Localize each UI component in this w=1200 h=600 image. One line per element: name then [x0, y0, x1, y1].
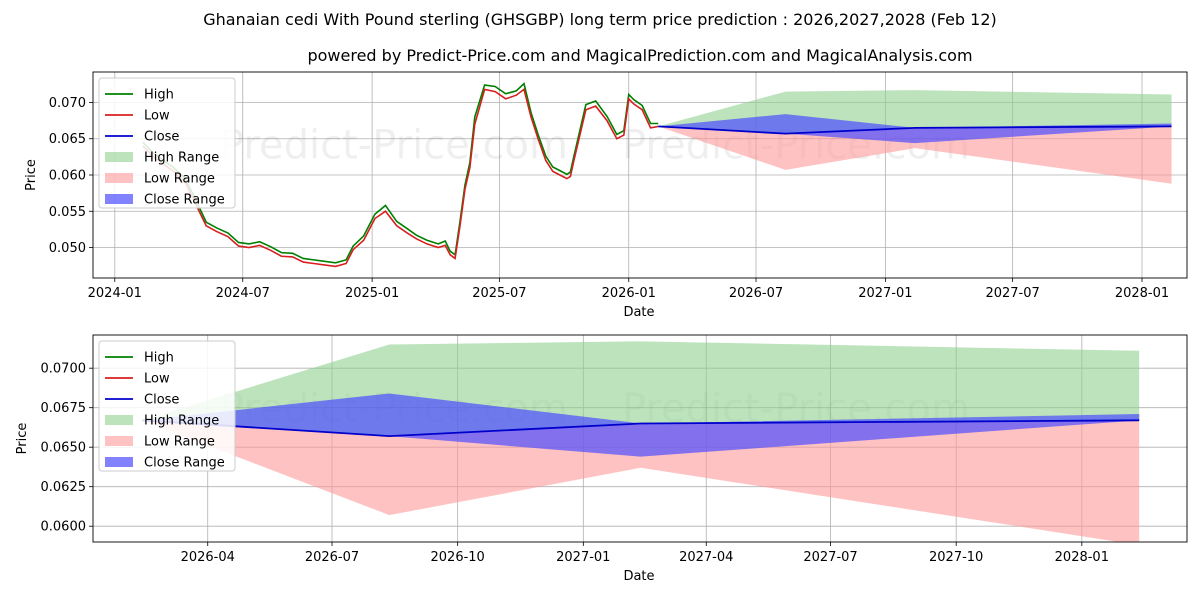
y-tick-label: 0.055 [49, 205, 86, 220]
plot-frame [92, 71, 1188, 279]
y-tick-label: 0.0600 [41, 520, 87, 535]
y-tick-label: 0.0675 [41, 401, 87, 416]
watermark-text: Predict-Price.com [220, 123, 568, 169]
legend: High Low Close High Range Low Range Close Ran… [98, 340, 236, 472]
x-axis-label: Date [623, 305, 654, 320]
plot-bottom: 2026-04 2026-07 2026-10 2027-01 2027-04 2027-… [15, 334, 1188, 584]
high-series-line [142, 82, 659, 264]
legend-swatch-patch [105, 415, 133, 425]
legend-label: Close Range [144, 193, 225, 208]
chart-subtitle: powered by Predict-Price.com and Magical… [307, 46, 972, 65]
legend-swatch-patch [105, 194, 133, 204]
x-tick-label: 2028-01 [1115, 286, 1169, 301]
low-range-band [658, 126, 1172, 184]
x-tick-label: 2027-07 [985, 286, 1039, 301]
x-tick-label: 2027-10 [929, 550, 983, 565]
x-tick-label: 2027-07 [803, 550, 857, 565]
x-tick-label: 2024-07 [216, 286, 270, 301]
plot-top: 2024-01 2024-07 2025-01 2025-07 2026-01 2026-… [24, 71, 1188, 320]
x-tick-label: 2027-01 [858, 286, 912, 301]
chart-title: Ghanaian cedi With Pound sterling (GHSGB… [203, 10, 997, 29]
y-tick-label: 0.065 [49, 132, 86, 147]
x-tick-label: 2026-10 [431, 550, 485, 565]
close-forecast-line [658, 125, 1172, 135]
x-tick-label: 2025-01 [345, 286, 399, 301]
low-series-line [142, 88, 659, 268]
legend-swatch-patch [105, 457, 133, 467]
x-axis-label: Date [623, 569, 654, 584]
low-range-band [142, 420, 1140, 542]
legend-label: High [144, 88, 174, 103]
y-tick-label: 0.060 [49, 169, 86, 184]
x-tick-label: 2026-07 [305, 550, 359, 565]
y-tick-label: 0.070 [49, 96, 86, 111]
x-tick-label: 2026-07 [729, 286, 783, 301]
y-axis-label: Price [24, 159, 39, 191]
x-tick-label: 2027-04 [679, 550, 733, 565]
legend-swatch-patch [105, 436, 133, 446]
legend-label: Low [144, 372, 170, 387]
legend-label: Close [144, 393, 179, 408]
x-tick-label: 2028-01 [1055, 550, 1109, 565]
legend-label: High Range [144, 151, 219, 166]
close-range-band [142, 393, 1140, 457]
x-tick-label: 2024-01 [88, 286, 142, 301]
y-tick-label: 0.0700 [41, 362, 87, 377]
y-tick-label: 0.050 [49, 241, 86, 256]
legend-label: Close Range [144, 456, 225, 471]
legend-swatch-patch [105, 152, 133, 162]
legend-label: Low Range [144, 435, 215, 450]
plot-area [142, 341, 1140, 542]
legend-label: Low [144, 109, 170, 124]
legend-swatch-patch [105, 173, 133, 183]
y-tick-label: 0.0625 [41, 480, 87, 495]
legend-label: High Range [144, 414, 219, 429]
legend-label: High [144, 351, 174, 366]
legend: High Low Close High Range Low Range Close Ran… [98, 77, 236, 209]
plot-area [142, 82, 1172, 268]
plot-frame [92, 334, 1188, 543]
x-tick-label: 2027-01 [556, 550, 610, 565]
x-tick-label: 2026-01 [602, 286, 656, 301]
x-tick-label: 2025-07 [472, 286, 526, 301]
legend-label: Low Range [144, 172, 215, 187]
x-tick-label: 2026-04 [181, 550, 235, 565]
legend-label: Close [144, 130, 179, 145]
close-forecast-line [142, 419, 1140, 438]
y-tick-label: 0.0650 [41, 441, 87, 456]
y-axis-label: Price [15, 423, 30, 455]
